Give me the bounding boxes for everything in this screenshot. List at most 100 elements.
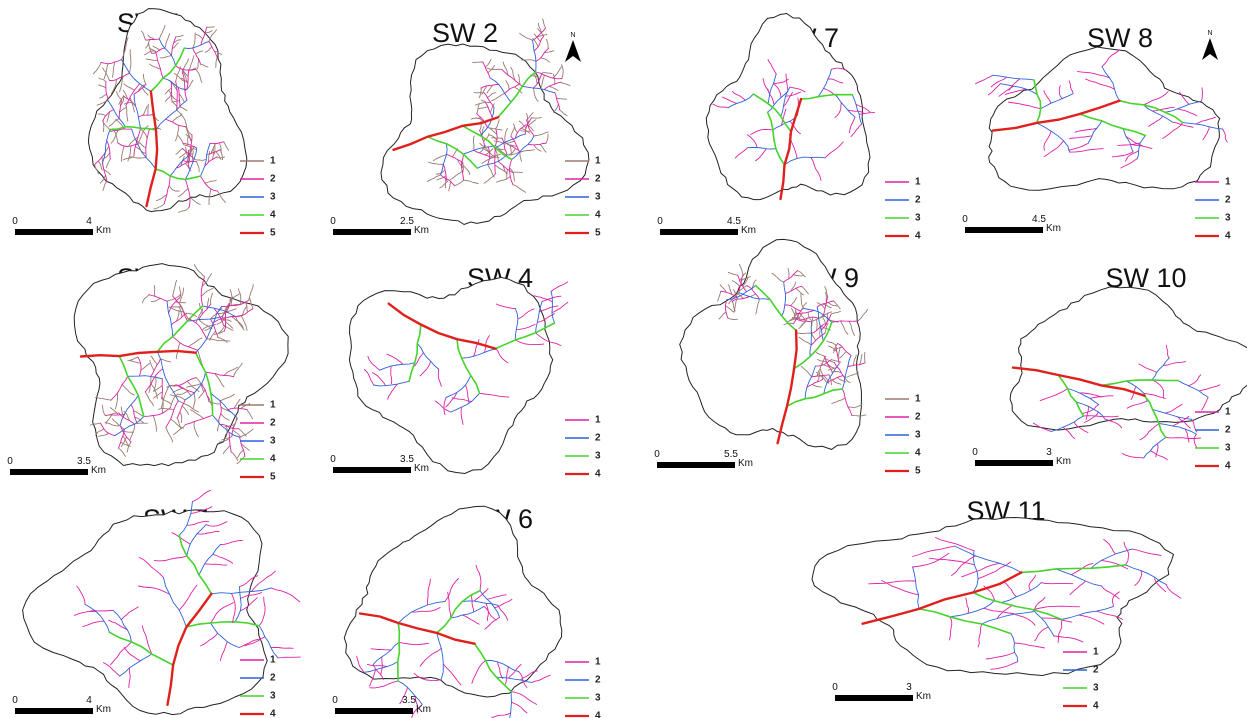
stream: [237, 456, 245, 463]
basin-boundary: [1010, 287, 1247, 430]
legend-label: 2: [270, 174, 276, 185]
scale-label: 0: [972, 447, 978, 458]
scale-unit: Km: [416, 704, 431, 715]
basin-boundary: [989, 47, 1220, 190]
stream: [544, 82, 560, 89]
legend-label: 1: [1225, 177, 1231, 188]
stream: [511, 692, 536, 705]
basin-boundary: [381, 44, 589, 225]
legend-label: 5: [270, 228, 276, 239]
stream: [739, 265, 743, 275]
legend-label: 3: [270, 192, 276, 203]
stream: [1105, 419, 1122, 428]
scale-bar: [965, 227, 1043, 233]
stream: [1159, 424, 1196, 435]
stream: [554, 104, 559, 112]
legend-label: 1: [595, 657, 601, 668]
panel: SW 10123403Km: [972, 263, 1247, 472]
stream: [732, 281, 740, 287]
stream: [1167, 585, 1181, 599]
scale-label: 3: [1046, 447, 1052, 458]
stream: [112, 62, 115, 77]
figure: SW 11234504KmSW 21234502.5KmNSW 7123404.…: [0, 0, 1247, 718]
scale-label: 0: [330, 454, 336, 465]
stream: [512, 172, 522, 173]
stream: [993, 75, 1034, 80]
stream: [509, 692, 511, 718]
scale-label: 3.5: [400, 454, 414, 465]
scale-label: 4.5: [727, 216, 741, 227]
legend-label: 4: [595, 469, 601, 480]
legend-label: 2: [270, 418, 276, 429]
stream: [154, 286, 155, 297]
stream: [976, 75, 993, 84]
legend-label: 4: [915, 448, 921, 459]
legend-label: 2: [595, 174, 601, 185]
scale-unit: Km: [91, 465, 106, 476]
stream: [542, 73, 552, 74]
legend-label: 3: [270, 436, 276, 447]
stream: [259, 597, 265, 626]
scale-unit: Km: [738, 458, 753, 469]
basin-boundary: [344, 506, 562, 697]
legend-label: 4: [595, 711, 601, 718]
legend-label: 4: [595, 210, 601, 221]
stream: [237, 450, 244, 458]
legend-label: 2: [915, 412, 921, 423]
stream: [541, 75, 544, 89]
panel: SW 4123403.5Km: [330, 263, 601, 480]
scale-bar: [660, 229, 738, 235]
stream: [999, 86, 1014, 96]
panel: SW 6123403.5Km: [332, 504, 601, 718]
panel: SW 91234505.5Km: [654, 239, 921, 476]
legend-label: 1: [270, 400, 276, 411]
stream: [190, 198, 200, 205]
stream: [532, 675, 550, 682]
stream: [1122, 453, 1144, 458]
legend-label: 3: [270, 691, 276, 702]
legend-label: 1: [595, 156, 601, 167]
stream: [559, 110, 567, 116]
legend-label: 2: [595, 433, 601, 444]
legend-label: 3: [1093, 683, 1099, 694]
legend-label: 3: [1225, 213, 1231, 224]
scale-unit: Km: [1046, 223, 1061, 234]
panel: SW 5123404Km: [12, 490, 300, 718]
legend-label: 4: [1225, 231, 1231, 242]
legend-label: 1: [270, 655, 276, 666]
stream: [797, 333, 811, 334]
legend-label: 2: [915, 195, 921, 206]
scale-label: 4: [86, 695, 92, 706]
stream: [271, 588, 300, 602]
stream: [552, 302, 568, 312]
stream: [223, 445, 230, 453]
stream: [557, 98, 567, 99]
stream: [541, 58, 550, 62]
scale-label: 0: [7, 456, 13, 467]
stream: [148, 105, 149, 116]
stream: [1223, 129, 1228, 142]
scale-bar: [15, 708, 93, 714]
basin-boundary: [23, 510, 268, 715]
scale-unit: Km: [916, 691, 931, 702]
stream: [543, 19, 546, 28]
stream: [229, 432, 231, 452]
stream: [1194, 434, 1196, 447]
legend-label: 1: [270, 156, 276, 167]
scale-label: 0: [12, 695, 18, 706]
stream: [103, 182, 107, 191]
stream: [192, 490, 210, 501]
scale-unit: Km: [414, 463, 429, 474]
scale-label: 0: [657, 216, 663, 227]
legend-label: 1: [915, 394, 921, 405]
stream: [101, 60, 121, 64]
stream: [1202, 88, 1203, 101]
scale-label: 2.5: [400, 216, 414, 227]
stream: [93, 63, 101, 74]
scale-unit: Km: [414, 225, 429, 236]
stream: [99, 78, 106, 82]
legend-label: 2: [1225, 195, 1231, 206]
scale-label: 0: [332, 695, 338, 706]
legend-label: 4: [915, 231, 921, 242]
stream: [988, 84, 1000, 95]
